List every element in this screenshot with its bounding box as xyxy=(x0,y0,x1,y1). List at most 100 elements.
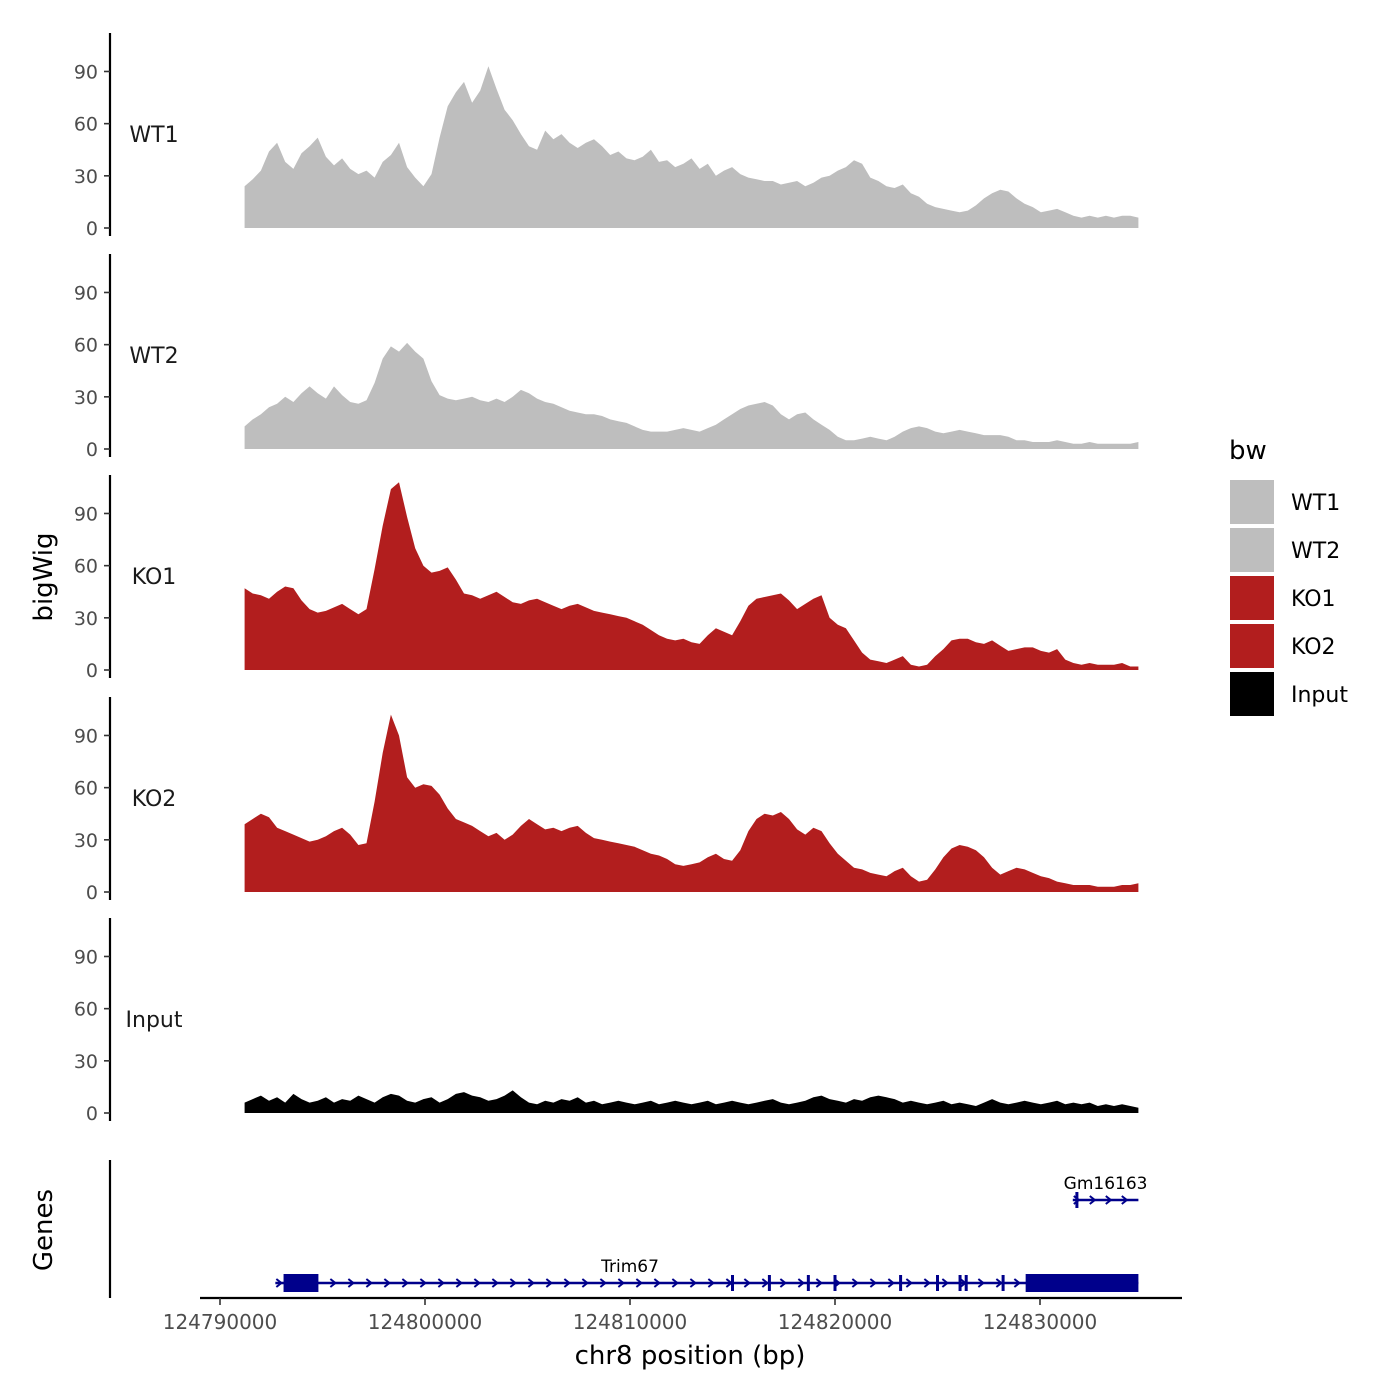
strand-arrow xyxy=(581,1278,589,1288)
exon xyxy=(283,1274,319,1292)
track-label: WT2 xyxy=(129,344,178,369)
strand-arrow xyxy=(437,1278,445,1288)
track-label: WT1 xyxy=(129,123,178,148)
strand-arrow xyxy=(977,1278,985,1288)
track-wt2: 0 30 60 90 WT2 xyxy=(74,254,1139,461)
y-tick-label: 90 xyxy=(74,61,98,83)
exon xyxy=(806,1275,810,1291)
y-tick-label: 90 xyxy=(74,503,98,525)
y-tick-label: 30 xyxy=(74,608,98,630)
strand-arrow xyxy=(545,1278,553,1288)
strand-arrow xyxy=(887,1278,895,1288)
y-tick-label: 60 xyxy=(74,999,98,1021)
strand-arrow xyxy=(563,1278,571,1288)
gene-trim67: Trim67 xyxy=(275,1257,1139,1292)
strand-arrow xyxy=(707,1278,715,1288)
strand-arrow xyxy=(329,1278,337,1288)
signal-area-wt1 xyxy=(244,66,1139,228)
exon xyxy=(964,1275,968,1291)
legend: bw WT1 WT2 KO1 KO2 Input xyxy=(1229,436,1348,716)
track-wt1: 0 30 60 90 WT1 xyxy=(74,33,1139,240)
strand-arrow xyxy=(509,1278,517,1288)
strand-arrow xyxy=(401,1278,409,1288)
x-tick-label: 124830000 xyxy=(983,1310,1098,1334)
gene-gm16163: Gm16163 xyxy=(1064,1174,1148,1208)
legend-label: WT1 xyxy=(1291,491,1340,516)
strand-arrow xyxy=(365,1278,373,1288)
signal-tracks: 0 30 60 90 WT1 0 30 60 90 WT2 0 30 60 90 KO1 0 30 60 90 KO2… xyxy=(74,33,1139,1125)
strand-arrow xyxy=(923,1278,931,1288)
strand-arrow xyxy=(275,1278,283,1288)
exon xyxy=(833,1275,837,1291)
strand-arrow xyxy=(815,1278,823,1288)
gene-label: Trim67 xyxy=(600,1257,659,1277)
strand-arrow xyxy=(941,1278,949,1288)
signal-area-ko1 xyxy=(244,482,1139,670)
y-tick-label: 90 xyxy=(74,282,98,304)
legend-label: Input xyxy=(1291,683,1348,708)
strand-arrow xyxy=(653,1278,661,1288)
strand-arrow xyxy=(599,1278,607,1288)
y-axis-title: bigWig xyxy=(29,532,59,621)
strand-arrow xyxy=(383,1278,391,1288)
legend-label: KO2 xyxy=(1291,635,1336,660)
x-tick-label: 124820000 xyxy=(778,1310,893,1334)
y-tick-label: 60 xyxy=(74,114,98,136)
legend-swatch-input xyxy=(1230,672,1274,716)
strand-arrow xyxy=(905,1278,913,1288)
exon xyxy=(958,1275,962,1291)
strand-arrow xyxy=(869,1278,877,1288)
strand-arrow xyxy=(689,1278,697,1288)
exon xyxy=(731,1275,734,1291)
strand-arrow xyxy=(617,1278,625,1288)
y-tick-label: 60 xyxy=(74,778,98,800)
legend-swatch-wt1 xyxy=(1230,480,1274,524)
track-label: KO2 xyxy=(132,787,177,812)
strand-arrow xyxy=(347,1278,355,1288)
genes-axis-title: Genes xyxy=(29,1189,59,1271)
strand-arrow xyxy=(473,1278,481,1288)
exon xyxy=(899,1275,903,1291)
y-tick-label: 30 xyxy=(74,830,98,852)
strand-arrow xyxy=(779,1278,787,1288)
signal-area-input xyxy=(244,1090,1139,1113)
gene-label: Gm16163 xyxy=(1064,1174,1148,1194)
exon xyxy=(1025,1274,1139,1292)
legend-swatch-ko1 xyxy=(1230,576,1274,620)
exon xyxy=(1001,1275,1005,1291)
track-input: 0 30 60 90 Input xyxy=(74,918,1139,1125)
y-tick-label: 0 xyxy=(86,218,98,240)
strand-arrow xyxy=(1013,1278,1021,1288)
y-tick-label: 90 xyxy=(74,725,98,747)
strand-arrow xyxy=(797,1278,805,1288)
strand-arrow xyxy=(671,1278,679,1288)
genes-panel: Trim67 Gm16163 xyxy=(108,1160,1148,1298)
legend-swatch-ko2 xyxy=(1230,624,1274,668)
legend-swatch-wt2 xyxy=(1230,528,1274,572)
exon xyxy=(767,1275,771,1291)
track-label: KO1 xyxy=(132,565,177,590)
strand-arrow xyxy=(743,1278,751,1288)
exon xyxy=(936,1275,939,1291)
x-tick-label: 124810000 xyxy=(573,1310,688,1334)
y-tick-label: 0 xyxy=(86,660,98,682)
strand-arrow xyxy=(1105,1195,1113,1205)
x-axis: 124790000 124800000 124810000 124820000 1248… xyxy=(163,1296,1182,1334)
exon xyxy=(1075,1192,1079,1208)
strand-arrow xyxy=(455,1278,463,1288)
track-ko2: 0 30 60 90 KO2 xyxy=(74,697,1139,904)
y-tick-label: 90 xyxy=(74,946,98,968)
y-tick-label: 30 xyxy=(74,166,98,188)
legend-label: KO1 xyxy=(1291,587,1336,612)
legend-label: WT2 xyxy=(1291,539,1340,564)
y-tick-label: 30 xyxy=(74,1051,98,1073)
y-tick-label: 0 xyxy=(86,882,98,904)
strand-arrow xyxy=(491,1278,499,1288)
x-tick-label: 124800000 xyxy=(368,1310,483,1334)
strand-arrow xyxy=(995,1278,1003,1288)
signal-area-ko2 xyxy=(244,714,1139,892)
strand-arrow xyxy=(527,1278,535,1288)
signal-area-wt2 xyxy=(244,342,1139,449)
strand-arrow xyxy=(851,1278,859,1288)
